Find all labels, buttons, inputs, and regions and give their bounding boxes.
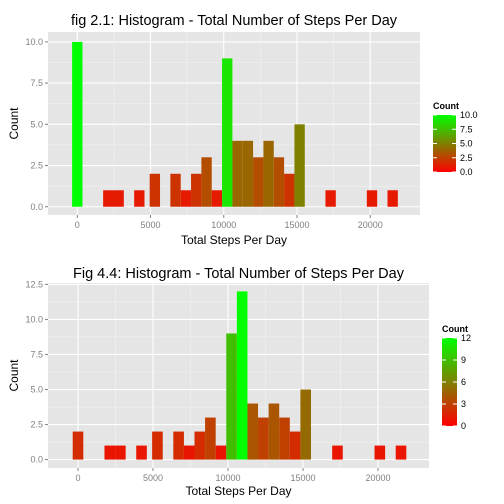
- histogram-bar: [205, 417, 216, 460]
- histogram-bar: [258, 417, 269, 460]
- histogram-bar: [263, 140, 274, 207]
- histogram-bar: [173, 431, 184, 460]
- histogram-bar: [236, 291, 248, 460]
- y-tick-label: 0.0: [30, 455, 43, 465]
- histogram-bar: [152, 431, 163, 460]
- x-tick-label: 0: [75, 473, 80, 483]
- histogram-bar: [268, 403, 280, 460]
- x-tick-label: 20000: [358, 220, 383, 230]
- chart-title: Fig 4.4: Histogram - Total Number of Ste…: [73, 266, 405, 282]
- histogram-bar: [325, 190, 336, 207]
- y-tick-label: 2.5: [30, 420, 43, 430]
- y-axis-label: Count: [7, 359, 21, 392]
- legend-tick-label: 7.5: [460, 124, 473, 134]
- legend-tick-label: 6: [461, 377, 466, 387]
- x-tick-label: 10000: [215, 473, 240, 483]
- chart-title: fig 2.1: Histogram - Total Number of Ste…: [71, 13, 398, 29]
- x-tick-label: 10000: [211, 220, 236, 230]
- histogram-bar: [226, 333, 237, 460]
- histogram-bar: [332, 445, 343, 460]
- histogram-bar: [300, 389, 311, 460]
- y-tick-label: 10.0: [25, 314, 43, 324]
- x-tick-label: 20000: [365, 473, 390, 483]
- legend-tick-label: 0: [461, 421, 466, 431]
- y-tick-label: 2.5: [30, 161, 43, 171]
- histogram-bar: [72, 431, 84, 460]
- legend-tick-label: 12: [461, 333, 471, 343]
- y-axis-label: Count: [7, 107, 21, 140]
- legend-tick-label: 5.0: [460, 139, 473, 149]
- histogram-bar: [134, 190, 145, 207]
- histogram-bar: [194, 431, 206, 460]
- legend-tick-label: 0.0: [460, 167, 473, 177]
- histogram-bar: [149, 173, 161, 207]
- x-tick-label: 5000: [141, 220, 161, 230]
- x-tick-label: 15000: [290, 473, 315, 483]
- histogram-bar: [183, 445, 195, 460]
- x-axis-label: Total Steps Per Day: [185, 484, 291, 498]
- histogram-bar: [136, 445, 147, 460]
- histogram-bar: [374, 445, 386, 460]
- histogram-bar: [395, 445, 407, 460]
- histogram-bar: [211, 190, 223, 207]
- histogram-bar: [284, 173, 295, 207]
- x-tick-label: 15000: [284, 220, 309, 230]
- x-tick-label: 5000: [143, 473, 163, 483]
- y-tick-label: 7.5: [30, 349, 43, 359]
- chart-1: 0 5000 10000 15000 20000 0.0 2.5 5.0 7.5 10.0 fig …: [7, 13, 478, 247]
- histogram-bar: [180, 190, 192, 207]
- histogram-bar: [387, 190, 398, 207]
- histogram-bar: [115, 445, 126, 460]
- legend-title: Count: [433, 101, 459, 111]
- histogram-bar: [366, 190, 378, 207]
- legend-tick-label: 3: [461, 399, 466, 409]
- histogram-bar: [113, 190, 124, 207]
- legend-tick-label: 9: [461, 355, 466, 365]
- histogram-bar: [191, 173, 202, 207]
- y-tick-label: 12.5: [25, 279, 43, 289]
- histogram-bar: [253, 157, 264, 207]
- legend-tick-label: 2.5: [460, 153, 473, 163]
- legend-colorbar: [433, 115, 456, 172]
- histogram-bar: [289, 431, 301, 460]
- y-tick-label: 5.0: [30, 119, 43, 129]
- histogram-bar: [273, 157, 285, 207]
- y-tick-label: 0.0: [30, 202, 43, 212]
- histogram-bar: [279, 417, 290, 460]
- histogram-bar: [104, 445, 116, 460]
- histogram-bar: [294, 124, 305, 207]
- histogram-bar: [222, 58, 233, 207]
- y-tick-label: 10.0: [25, 37, 43, 47]
- legend-title: Count: [442, 324, 468, 334]
- y-tick-label: 5.0: [30, 385, 43, 395]
- histogram-bar: [170, 173, 181, 207]
- chart-2: 0 5000 10000 15000 20000 0.0 2.5 5.0 7.5 10.0 12.5…: [7, 266, 471, 498]
- legend-tick-label: 10.0: [460, 110, 478, 120]
- histogram-bar: [242, 140, 254, 207]
- histogram-bar: [72, 41, 83, 207]
- x-tick-label: 0: [75, 220, 80, 230]
- y-tick-label: 7.5: [30, 78, 43, 88]
- histogram-bar: [201, 157, 212, 207]
- histogram-bar: [215, 445, 227, 460]
- histogram-bar: [103, 190, 114, 207]
- x-axis-label: Total Steps Per Day: [181, 233, 287, 247]
- histogram-bar: [232, 140, 243, 207]
- histogram-bar: [247, 403, 259, 460]
